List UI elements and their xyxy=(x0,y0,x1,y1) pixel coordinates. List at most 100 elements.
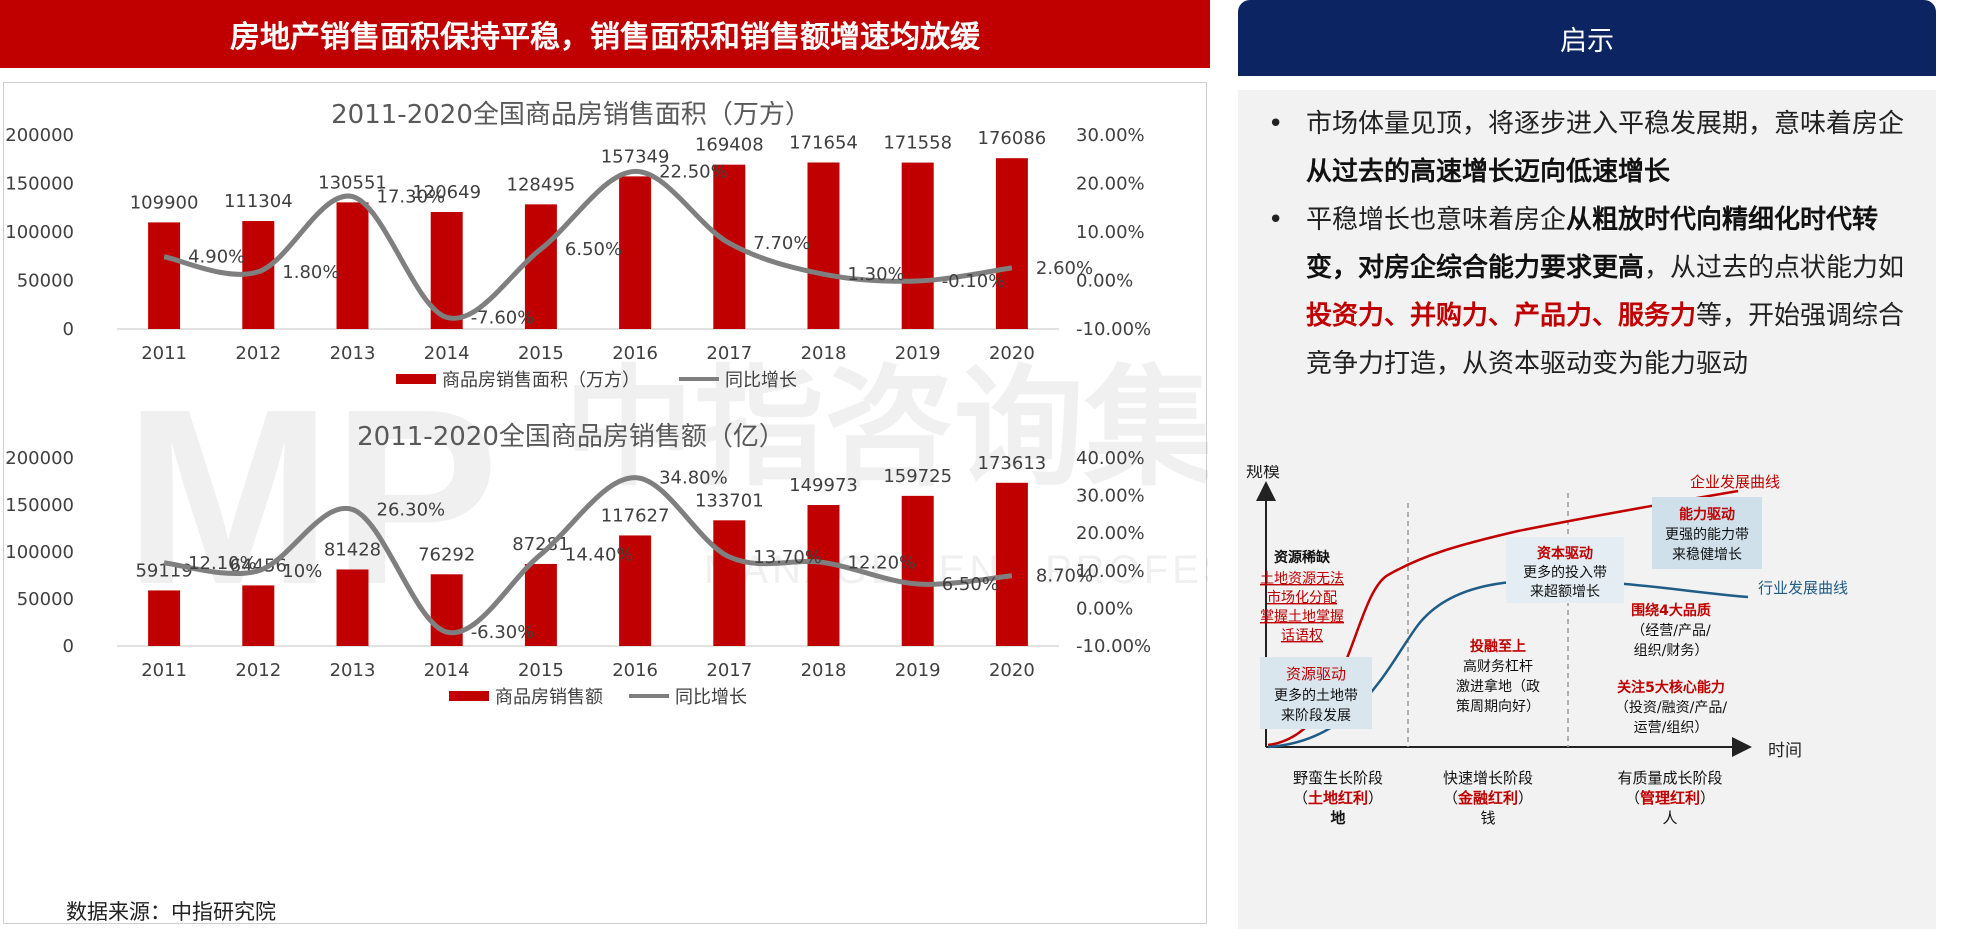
stage1-red-line-2: 市场化分配 xyxy=(1267,589,1337,606)
line-data-label: -6.30% xyxy=(471,622,535,643)
development-curve-diagram: 规模 时间 企业发展曲线 行业发展曲线 资源稀缺 土地资源无法 市场化分配 掌握… xyxy=(1246,465,1848,827)
y-tick-label: 150000 xyxy=(5,174,74,195)
legend-bar-swatch xyxy=(396,374,436,384)
y2-tick-label: 30.00% xyxy=(1076,125,1145,146)
bar-data-label: 76292 xyxy=(418,544,475,565)
y-tick-label: 200000 xyxy=(5,125,74,146)
bar xyxy=(995,482,1028,646)
stage3-quality-title: 围绕4大品质 xyxy=(1631,602,1711,619)
stage2-box-title: 资本驱动 xyxy=(1537,545,1593,562)
stage2-factor: 钱 xyxy=(1480,809,1495,827)
charts-canvas: MP 中指咨询集团 MANAGEMENT PROFESSIONAL GROUP … xyxy=(5,100,1208,708)
line-data-label: -7.60% xyxy=(471,307,535,328)
y2-tick-label: 0.00% xyxy=(1076,598,1133,619)
x-tick-label: 2011 xyxy=(141,660,187,681)
watermark: MP 中指咨询集团 MANAGEMENT PROFESSIONAL GROUP xyxy=(124,352,1208,636)
y2-tick-label: 0.00% xyxy=(1076,271,1133,292)
bar xyxy=(148,590,181,646)
bar xyxy=(336,569,369,646)
line-data-label: 7.70% xyxy=(753,233,810,254)
x-tick-label: 2014 xyxy=(424,343,470,364)
bullet2-highlight-1: 从粗放时代向精细化时代转变，对房企综合能力要求更高 xyxy=(1306,205,1879,283)
line-data-label: 2.60% xyxy=(1036,258,1093,279)
line-data-label: 1.30% xyxy=(848,264,905,285)
line-data-label: 6.50% xyxy=(942,574,999,595)
bar xyxy=(524,563,557,646)
bar-data-label: 128495 xyxy=(507,174,576,195)
industry-curve-label: 行业发展曲线 xyxy=(1758,579,1848,597)
line-data-label: 14.40% xyxy=(565,544,634,565)
y-tick-label: 50000 xyxy=(17,589,74,610)
y-tick-label: 50000 xyxy=(17,271,74,292)
line-data-label: 13.70% xyxy=(753,547,822,568)
chart-title: 2011-2020全国商品房销售面积（万方） xyxy=(331,100,811,130)
x-tick-label: 2020 xyxy=(989,660,1035,681)
stage2-dividend-text: 金融红利 xyxy=(1457,789,1518,807)
x-tick-label: 2012 xyxy=(235,343,281,364)
y2-tick-label: -10.00% xyxy=(1076,319,1151,340)
stage2-box-line-1: 更多的投入带 xyxy=(1523,564,1607,581)
line-data-label: 1.80% xyxy=(282,262,339,283)
bar xyxy=(336,202,369,329)
line-data-label: 12.10% xyxy=(188,553,257,574)
bar-data-label: 171558 xyxy=(883,133,952,154)
bullet1-text: 市场体量见顶，将逐步进入平稳发展期，意味着房企 xyxy=(1306,109,1905,139)
bar-data-label: 159725 xyxy=(883,466,952,487)
stage1-box-line-1: 更多的土地带 xyxy=(1274,687,1358,704)
x-tick-label: 2016 xyxy=(612,343,658,364)
line-data-label: 12.20% xyxy=(848,553,917,574)
bar-data-label: 171654 xyxy=(789,132,858,153)
stage3-box xyxy=(1652,497,1762,569)
y-tick-label: 100000 xyxy=(5,222,74,243)
stage2-label: 快速增长阶段 xyxy=(1443,769,1533,787)
stage2-line-1: 高财务杠杆 xyxy=(1463,658,1533,675)
insight-title: 启示 xyxy=(1238,0,1936,76)
x-tick-label: 2015 xyxy=(518,660,564,681)
line-data-label: 4.90% xyxy=(188,247,245,268)
bar-data-label: 111304 xyxy=(224,191,293,212)
stage3-ability-line-1: （投资/融资/产品/ xyxy=(1615,700,1727,716)
stage3-factor: 人 xyxy=(1662,809,1677,827)
bar xyxy=(524,204,557,329)
y-tick-label: 150000 xyxy=(5,495,74,516)
x-tick-label: 2015 xyxy=(518,343,564,364)
insight-panel: 市场体量见顶，将逐步进入平稳发展期，意味着房企从过去的高速增长迈向低速增长 平稳… xyxy=(1238,90,1936,929)
bullet2-text-2: ，从过去的点状能力如 xyxy=(1644,253,1905,283)
bar-data-label: 133701 xyxy=(695,490,764,511)
stage3-quality-line-1: （经营/产品/ xyxy=(1631,623,1711,639)
x-tick-label: 2018 xyxy=(801,660,847,681)
bullet2-highlight-2: 投资力、并购力、产品力、服务力 xyxy=(1306,301,1697,331)
stage3-ability-line-2: 运营/组织） xyxy=(1634,720,1709,736)
bar-data-label: 81428 xyxy=(324,539,381,560)
stage1-dividend-text: 土地红利 xyxy=(1308,789,1368,807)
y2-tick-label: 10.00% xyxy=(1076,561,1145,582)
bar-data-label: 109900 xyxy=(130,192,199,213)
stage1-dividend: （土地红利） xyxy=(1293,789,1383,807)
stage1-factor: 地 xyxy=(1330,809,1345,827)
bar xyxy=(148,222,181,329)
bar-data-label: 120649 xyxy=(412,182,481,203)
stage1-title: 资源稀缺 xyxy=(1274,549,1331,566)
line-data-label: 26.30% xyxy=(377,500,446,521)
bar xyxy=(807,505,840,646)
x-tick-label: 2012 xyxy=(235,660,281,681)
chart-title: 2011-2020全国商品房销售额（亿） xyxy=(357,422,785,452)
y-tick-label: 100000 xyxy=(5,542,74,563)
stage3-box-title: 能力驱动 xyxy=(1679,506,1735,523)
bar-data-label: 130551 xyxy=(318,172,387,193)
diagram-x-label: 时间 xyxy=(1768,741,1802,761)
data-source: 数据来源：中指研究院 xyxy=(66,900,276,924)
stage3-dividend-text: 管理红利 xyxy=(1640,789,1700,807)
stage1-box-title: 资源驱动 xyxy=(1286,665,1346,683)
bullet2-text-1: 平稳增长也意味着房企 xyxy=(1306,205,1567,235)
legend-bar-label: 商品房销售额 xyxy=(495,687,603,708)
y-tick-label: 0 xyxy=(63,636,74,657)
x-tick-label: 2017 xyxy=(706,660,752,681)
x-tick-label: 2019 xyxy=(895,343,941,364)
bullet-item-1: 市场体量见顶，将逐步进入平稳发展期，意味着房企从过去的高速增长迈向低速增长 xyxy=(1260,100,1928,196)
legend-line-label: 同比增长 xyxy=(675,687,747,708)
y-tick-label: 200000 xyxy=(5,448,74,469)
x-tick-label: 2011 xyxy=(141,343,187,364)
stage2-title: 投融至上 xyxy=(1470,638,1526,655)
